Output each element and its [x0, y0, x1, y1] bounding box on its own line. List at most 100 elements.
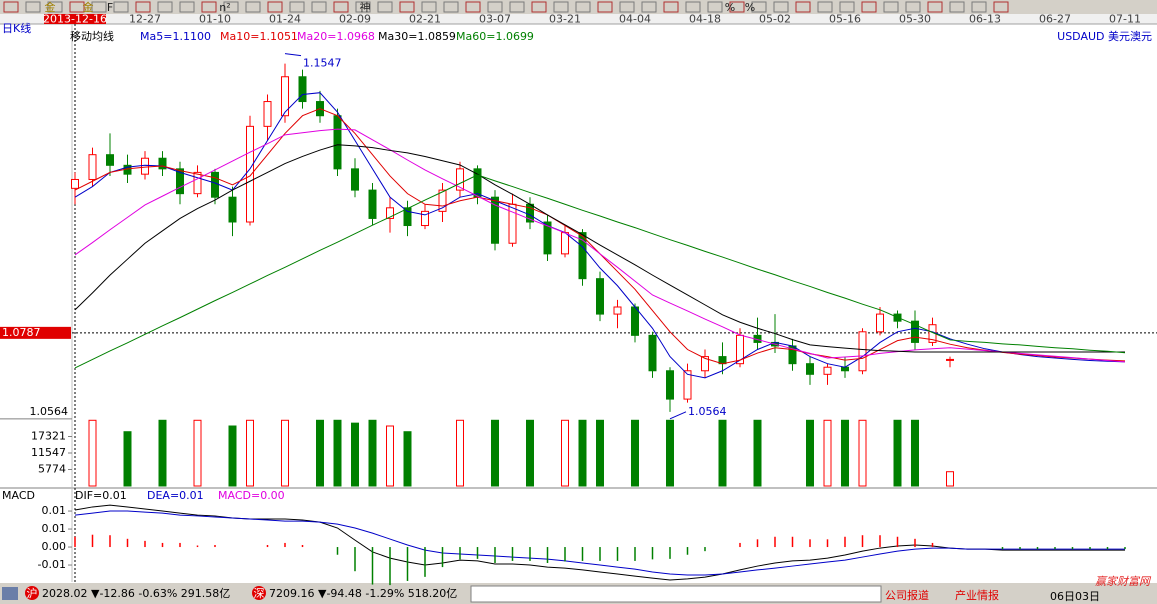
- toolbar-button[interactable]: [839, 1, 855, 13]
- toolbar-button[interactable]: [223, 1, 239, 13]
- toolbar-button[interactable]: [443, 1, 459, 13]
- toolbar-button[interactable]: [487, 1, 503, 13]
- toolbar-glyph[interactable]: 神: [360, 0, 371, 14]
- candle-body: [911, 320, 919, 343]
- x-tick-label: 06-27: [1039, 13, 1071, 26]
- toolbar-button[interactable]: [289, 1, 305, 13]
- legend-entry: Ma10=1.1051: [220, 30, 298, 43]
- legend-entry: DEA=0.01: [147, 489, 204, 502]
- toolbar-button[interactable]: [949, 1, 965, 13]
- toolbar-button[interactable]: [729, 1, 745, 13]
- toolbar-button[interactable]: [817, 1, 833, 13]
- volume-bar: [281, 419, 289, 487]
- high-annotation: 1.1547: [303, 57, 342, 70]
- toolbar-button[interactable]: [993, 1, 1009, 13]
- x-tick-label: 12-27: [129, 13, 161, 26]
- toolbar-button[interactable]: [883, 1, 899, 13]
- candle-body: [403, 207, 412, 227]
- toolbar-button[interactable]: [773, 1, 789, 13]
- period-label: 日K线: [2, 21, 31, 35]
- sh-icon: [25, 586, 39, 600]
- candle-body: [106, 154, 114, 166]
- x-tick-label: 01-24: [269, 13, 301, 26]
- toolbar-button[interactable]: [355, 1, 371, 13]
- candle-body: [508, 203, 517, 244]
- toolbar-button[interactable]: [465, 1, 481, 13]
- candle-body: [456, 168, 464, 191]
- toolbar-button[interactable]: [333, 1, 349, 13]
- toolbar-button[interactable]: [641, 1, 657, 13]
- toolbar-button[interactable]: [553, 1, 569, 13]
- toolbar-button[interactable]: [597, 1, 613, 13]
- toolbar-button[interactable]: [135, 1, 151, 13]
- toolbar-button[interactable]: [3, 1, 19, 13]
- toolbar-glyph[interactable]: %: [725, 1, 735, 14]
- toolbar-button[interactable]: [91, 1, 107, 13]
- toolbar-button[interactable]: [311, 1, 327, 13]
- toolbar-button[interactable]: [201, 1, 217, 13]
- candle-body: [561, 232, 569, 255]
- toolbar-button[interactable]: [69, 1, 85, 13]
- toolbar-button[interactable]: [861, 1, 877, 13]
- toolbar-button[interactable]: [707, 1, 723, 13]
- candle-body: [666, 370, 674, 400]
- toolbar-button[interactable]: [531, 1, 547, 13]
- toolbar-button[interactable]: [751, 1, 767, 13]
- volume-bar: [403, 431, 412, 487]
- low-annotation: 1.0564: [688, 405, 727, 418]
- toolbar-glyph[interactable]: 金: [83, 0, 94, 14]
- y-tick-label: -0.01: [38, 558, 66, 571]
- toolbar-button[interactable]: [47, 1, 63, 13]
- toolbar-glyph[interactable]: n²: [219, 1, 230, 14]
- toolbar-button[interactable]: [157, 1, 173, 13]
- toolbar: [0, 0, 1157, 14]
- toolbar-button[interactable]: [113, 1, 129, 13]
- volume-bar: [858, 419, 867, 487]
- y-tick-label: 0.01: [42, 522, 67, 535]
- news-link[interactable]: 公司报道: [885, 588, 929, 602]
- x-tick-label: 2013-12-16: [43, 13, 107, 26]
- toolbar-button[interactable]: [25, 1, 41, 13]
- toolbar-button[interactable]: [685, 1, 701, 13]
- x-tick-label: 05-30: [899, 13, 931, 26]
- candle-body: [298, 76, 307, 103]
- candle-body: [946, 358, 954, 361]
- toolbar-button[interactable]: [509, 1, 525, 13]
- sz-icon: [252, 586, 266, 600]
- menu-icon[interactable]: [2, 587, 18, 600]
- toolbar-button[interactable]: [267, 1, 283, 13]
- toolbar-glyph[interactable]: %: [745, 1, 755, 14]
- toolbar-glyph[interactable]: F: [107, 1, 113, 14]
- x-tick-label: 06-13: [969, 13, 1001, 26]
- toolbar-button[interactable]: [795, 1, 811, 13]
- legend-entry: DIF=0.01: [75, 489, 127, 502]
- toolbar-button[interactable]: [619, 1, 635, 13]
- ma-line: [74, 144, 1125, 353]
- toolbar-button[interactable]: [179, 1, 195, 13]
- macd-line: [74, 510, 1125, 576]
- volume-bar: [561, 419, 569, 487]
- toolbar-button[interactable]: [927, 1, 943, 13]
- toolbar-button[interactable]: [377, 1, 393, 13]
- volume-bar: [158, 419, 167, 487]
- news-link[interactable]: 产业情报: [955, 588, 999, 602]
- annotation-leader: [669, 411, 687, 420]
- date-highlight: [44, 14, 106, 24]
- search-box[interactable]: [470, 585, 882, 603]
- toolbar-button[interactable]: [905, 1, 921, 13]
- volume-bar: [88, 419, 97, 487]
- candle-body: [368, 189, 377, 219]
- toolbar-button[interactable]: [575, 1, 591, 13]
- volume-bar: [578, 419, 587, 487]
- candle-body: [631, 306, 639, 336]
- toolbar-button[interactable]: [421, 1, 437, 13]
- volume-bar: [456, 419, 464, 487]
- toolbar-button[interactable]: [663, 1, 679, 13]
- x-tick-label: 03-07: [479, 13, 511, 26]
- candle-body: [806, 363, 814, 375]
- toolbar-button[interactable]: [971, 1, 987, 13]
- volume-bar: [123, 431, 132, 487]
- toolbar-button[interactable]: [399, 1, 415, 13]
- toolbar-glyph[interactable]: 金: [45, 0, 56, 14]
- toolbar-button[interactable]: [245, 1, 261, 13]
